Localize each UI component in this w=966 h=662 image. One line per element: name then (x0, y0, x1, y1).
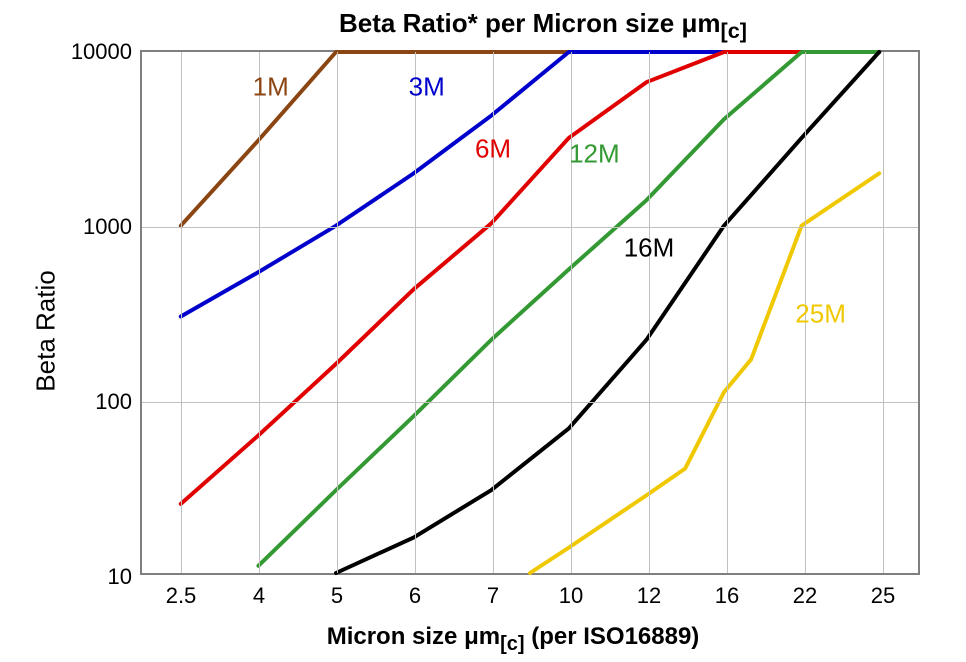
series-label-3M: 3M (409, 72, 445, 103)
series-line-12M (258, 52, 879, 566)
y-tick-label: 10 (108, 564, 142, 590)
gridline-v (259, 52, 260, 573)
gridline-v (571, 52, 572, 573)
gridline-h (142, 227, 918, 228)
x-tick-label: 16 (715, 573, 739, 609)
series-label-16M: 16M (624, 232, 675, 263)
gridline-v (883, 52, 884, 573)
x-tick-label: 7 (487, 573, 499, 609)
series-line-6M (181, 52, 879, 504)
y-axis-label: Beta Ratio (31, 270, 62, 391)
y-tick-label: 1000 (83, 214, 142, 240)
x-tick-label: 2.5 (166, 573, 197, 609)
chart-title: Beta Ratio* per Micron size μm[c] (0, 8, 966, 44)
plot-area: 2.545671012162225101001000100001M3M6M12M… (140, 50, 920, 575)
series-label-6M: 6M (475, 133, 511, 164)
gridline-v (727, 52, 728, 573)
gridline-v (493, 52, 494, 573)
series-label-1M: 1M (253, 72, 289, 103)
x-tick-label: 10 (559, 573, 583, 609)
series-label-12M: 12M (569, 139, 620, 170)
series-label-25M: 25M (795, 298, 846, 329)
gridline-h (142, 402, 918, 403)
gridline-v (415, 52, 416, 573)
y-tick-label: 100 (95, 389, 142, 415)
gridline-v (337, 52, 338, 573)
x-tick-label: 25 (871, 573, 895, 609)
series-line-25M (530, 173, 879, 573)
x-tick-label: 22 (793, 573, 817, 609)
x-tick-label: 5 (331, 573, 343, 609)
x-tick-label: 6 (409, 573, 421, 609)
beta-ratio-chart: Beta Ratio* per Micron size μm[c] Beta R… (0, 0, 966, 662)
gridline-v (181, 52, 182, 573)
gridline-v (649, 52, 650, 573)
x-tick-label: 12 (637, 573, 661, 609)
x-tick-label: 4 (253, 573, 265, 609)
y-tick-label: 10000 (71, 39, 142, 65)
x-axis-label: Micron size μm[c] (per ISO16889) (0, 623, 966, 656)
